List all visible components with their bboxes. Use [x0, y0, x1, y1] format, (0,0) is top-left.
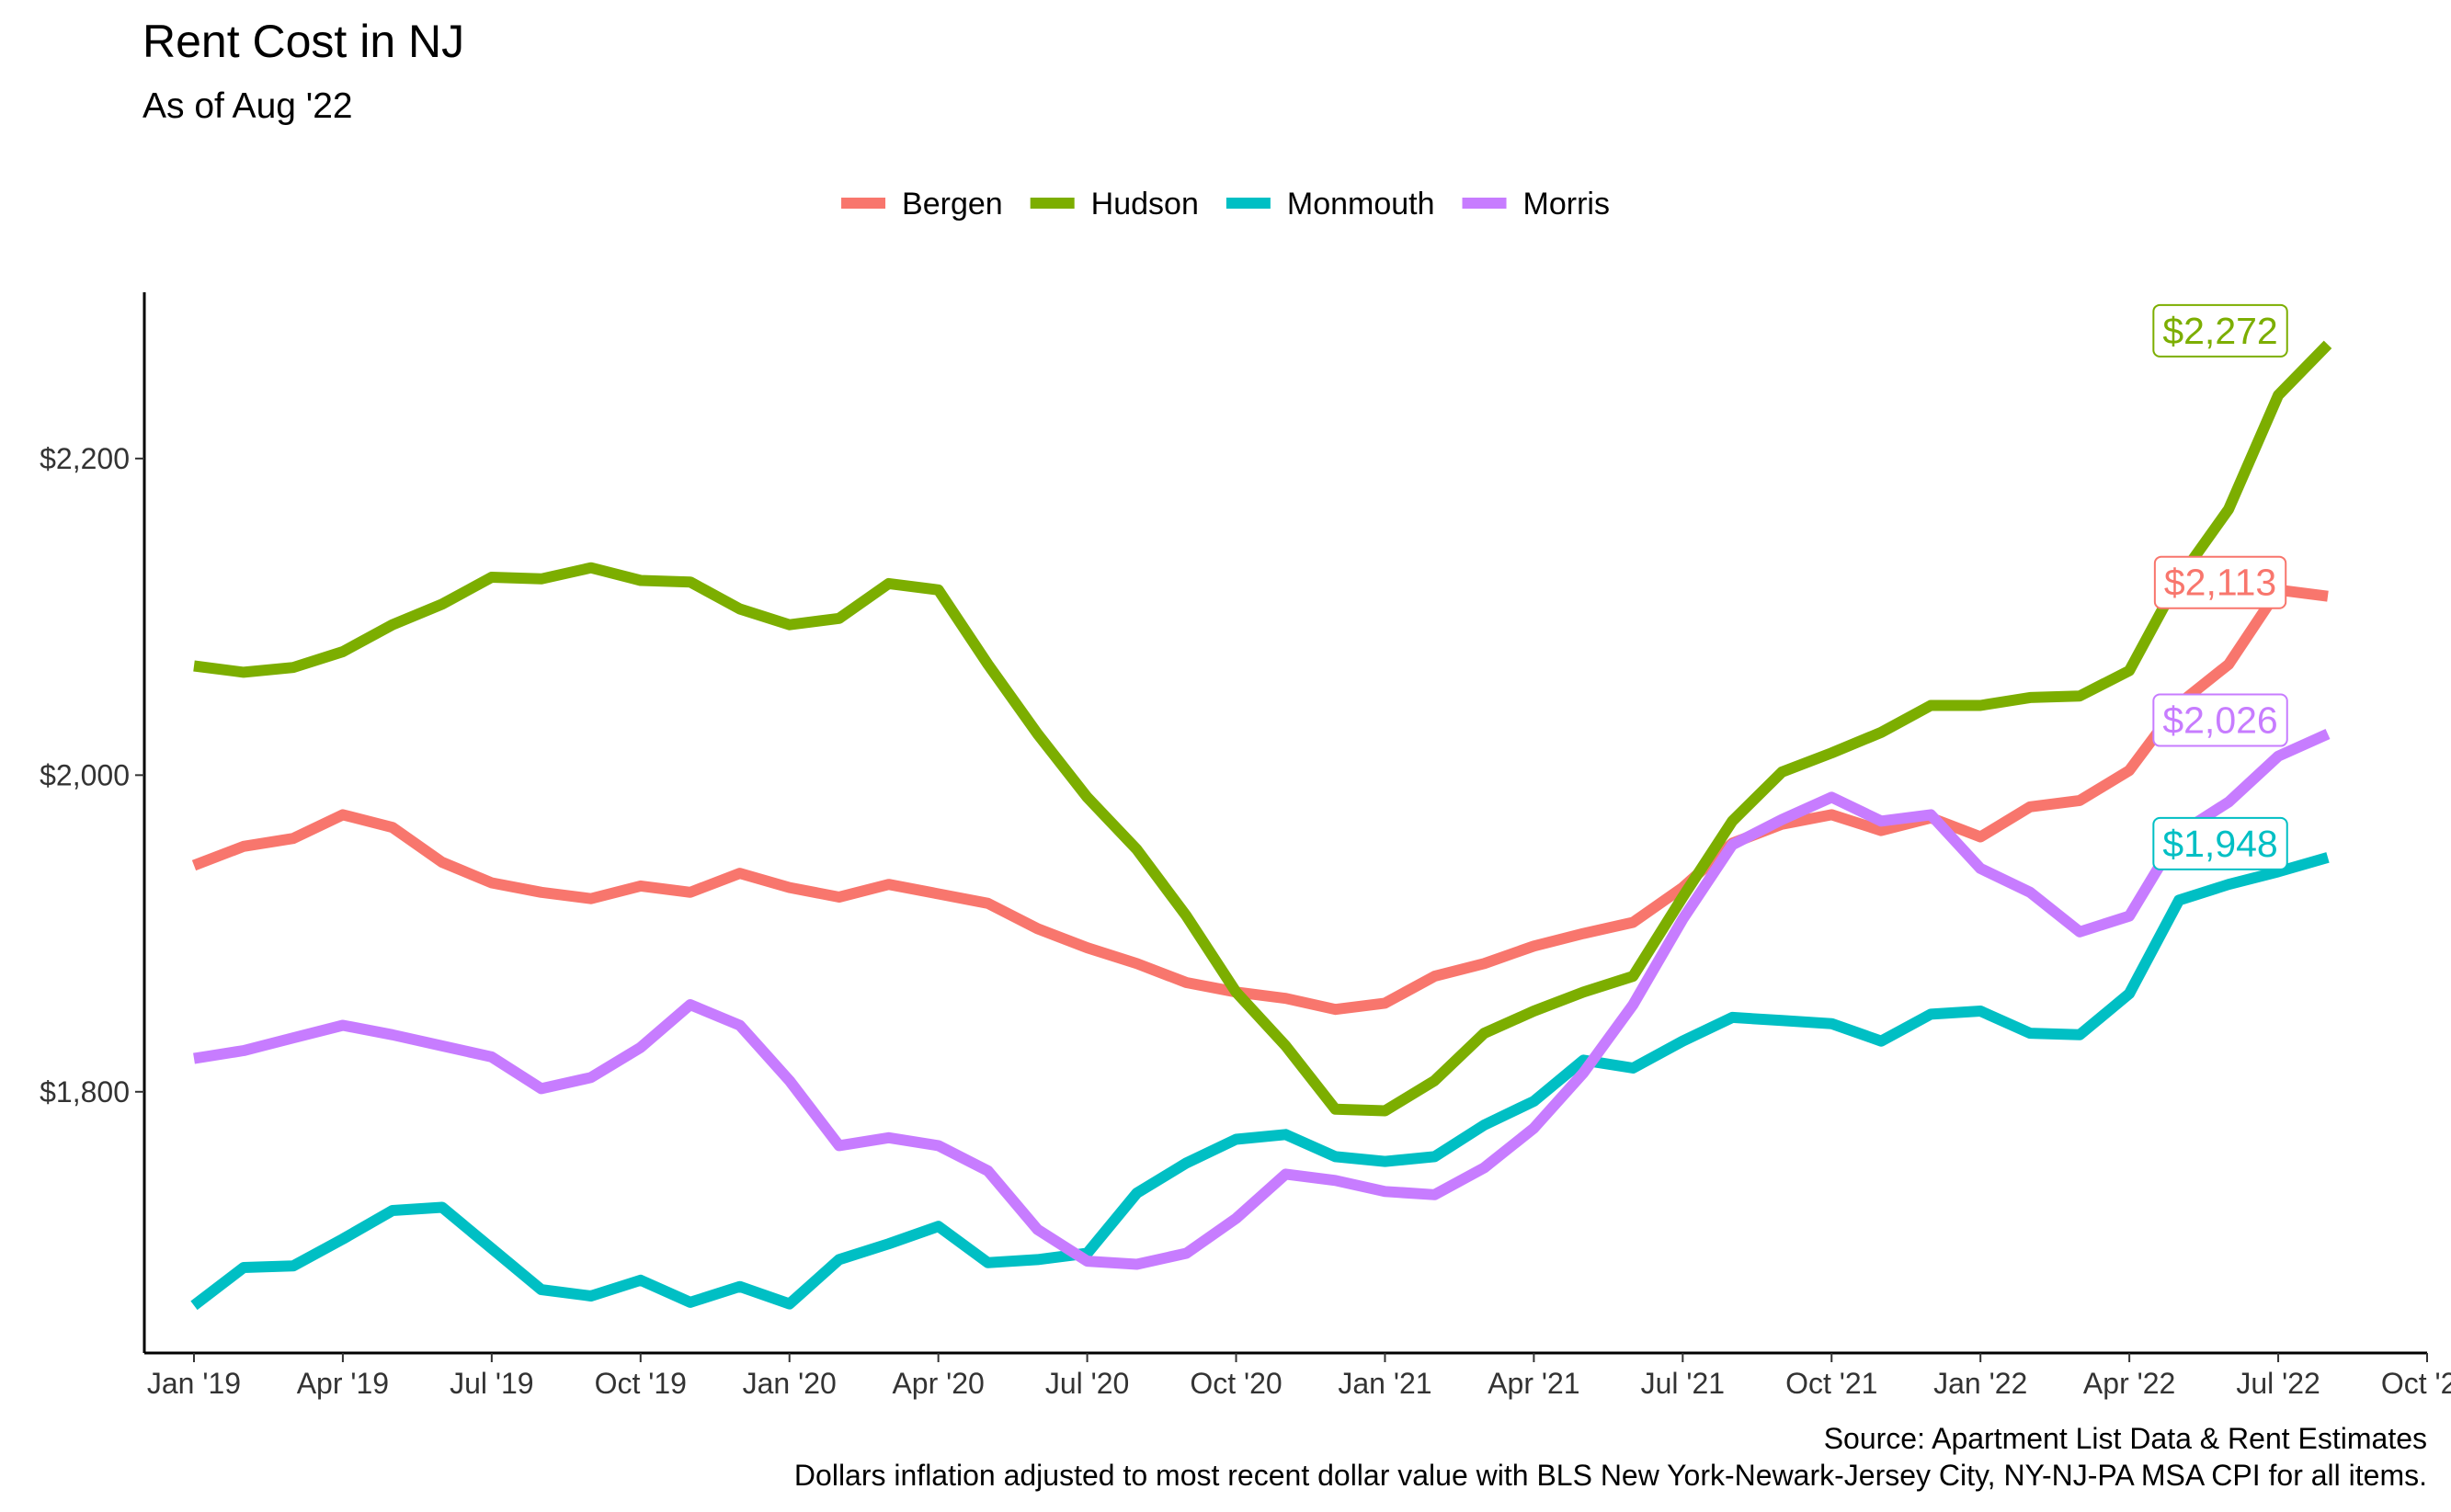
x-tick-label: Jul '20 [1045, 1367, 1130, 1400]
end-label-morris: $2,026 [2152, 693, 2288, 747]
end-label-bergen: $2,113 [2153, 555, 2287, 609]
x-tick-label: Jan '21 [1338, 1367, 1431, 1400]
end-label-box [2152, 303, 2288, 358]
series-line-morris [193, 729, 2331, 1270]
end-label-text: $2,113 [2164, 562, 2276, 604]
legend-item-hudson: Hudson [1030, 187, 1199, 222]
legend-label: Morris [1523, 187, 1610, 222]
series-line-hudson [193, 340, 2332, 1117]
x-tick-label: Apr '21 [1488, 1367, 1579, 1400]
y-tick-label: $2,200 [40, 442, 130, 475]
caption-note: Dollars inflation adjusted to most recen… [794, 1459, 2427, 1492]
y-tick-label: $2,000 [40, 758, 130, 791]
end-label-text: $1,948 [2162, 823, 2277, 865]
x-tick-label: Jul '22 [2236, 1367, 2320, 1400]
end-label-text: $2,026 [2162, 699, 2277, 742]
x-tick-label: Oct '20 [1190, 1367, 1282, 1400]
legend-item-morris: Morris [1462, 187, 1610, 222]
end-label-box [2152, 816, 2288, 870]
legend: Bergen Hudson Monmouth Morris [841, 187, 1610, 222]
end-label-monmouth: $1,948 [2152, 816, 2288, 870]
x-tick-label: Jan '20 [743, 1367, 837, 1400]
x-tick-label: Apr '22 [2083, 1367, 2175, 1400]
series-line-bergen [191, 584, 2329, 1016]
legend-label: Monmouth [1287, 187, 1435, 222]
end-label-text: $2,272 [2162, 310, 2277, 352]
end-labels: $2,113 $2,272 $1,948 $2,026 [2152, 303, 2288, 870]
caption-source: Source: Apartment List Data & Rent Estim… [1824, 1422, 2427, 1455]
series-line-monmouth [190, 852, 2330, 1311]
chart-title: Rent Cost in NJ [142, 16, 464, 67]
x-tick-label: Oct '21 [1785, 1367, 1877, 1400]
legend-item-bergen: Bergen [841, 187, 1003, 222]
legend-label: Bergen [902, 187, 1003, 222]
axes: $1,800 $2,000 $2,200 Jan '19 Apr '19 Jul '19 O… [40, 292, 2451, 1400]
legend-label: Hudson [1091, 187, 1199, 222]
x-tick-label: Apr '20 [892, 1367, 984, 1400]
series-lines [190, 340, 2332, 1311]
end-label-box [2153, 555, 2287, 609]
x-tick-label: Jan '22 [1933, 1367, 2027, 1400]
x-tick-label: Jul '19 [450, 1367, 534, 1400]
y-tick-label: $1,800 [40, 1075, 130, 1108]
x-tick-label: Oct '19 [595, 1367, 687, 1400]
x-tick-label: Oct '22 [2381, 1367, 2451, 1400]
x-tick-label: Jul '21 [1641, 1367, 1726, 1400]
x-tick-label: Jan '19 [147, 1367, 241, 1400]
chart-subtitle: As of Aug '22 [142, 86, 353, 126]
end-label-box [2152, 693, 2288, 747]
end-label-hudson: $2,272 [2152, 303, 2288, 358]
legend-item-monmouth: Monmouth [1226, 187, 1435, 222]
x-tick-label: Apr '19 [297, 1367, 389, 1400]
